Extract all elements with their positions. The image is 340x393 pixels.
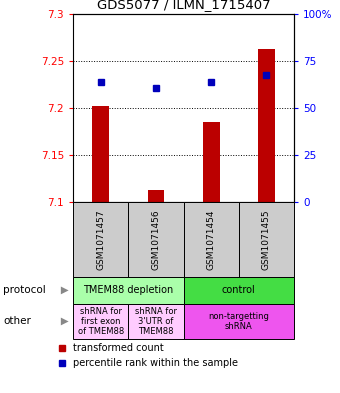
Bar — [184, 304, 294, 339]
Text: control: control — [222, 285, 256, 296]
Bar — [73, 277, 184, 304]
Text: protocol: protocol — [3, 285, 46, 296]
Text: transformed count: transformed count — [73, 343, 164, 353]
Title: GDS5077 / ILMN_1715407: GDS5077 / ILMN_1715407 — [97, 0, 270, 11]
Text: GSM1071456: GSM1071456 — [152, 209, 160, 270]
Bar — [129, 202, 184, 277]
Text: shRNA for
3'UTR of
TMEM88: shRNA for 3'UTR of TMEM88 — [135, 307, 177, 336]
Text: percentile rank within the sample: percentile rank within the sample — [73, 358, 238, 367]
Bar — [239, 202, 294, 277]
Bar — [148, 190, 164, 202]
Bar — [203, 122, 220, 202]
Text: GSM1071454: GSM1071454 — [207, 209, 216, 270]
Text: TMEM88 depletion: TMEM88 depletion — [83, 285, 173, 296]
Bar — [73, 202, 129, 277]
Bar — [129, 304, 184, 339]
Text: non-targetting
shRNA: non-targetting shRNA — [208, 312, 269, 331]
Bar — [92, 106, 109, 202]
Bar — [73, 304, 129, 339]
Bar — [184, 277, 294, 304]
Text: other: other — [3, 316, 31, 327]
Bar — [258, 49, 275, 202]
Text: GSM1071455: GSM1071455 — [262, 209, 271, 270]
Text: GSM1071457: GSM1071457 — [96, 209, 105, 270]
Bar — [184, 202, 239, 277]
Text: shRNA for
first exon
of TMEM88: shRNA for first exon of TMEM88 — [78, 307, 124, 336]
